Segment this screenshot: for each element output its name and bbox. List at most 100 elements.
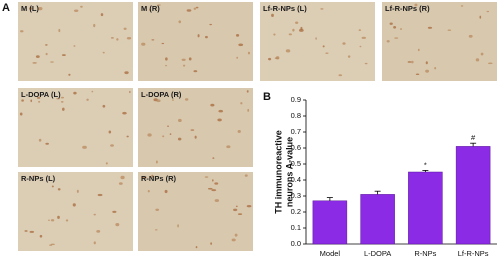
stained-cell [141, 42, 146, 46]
stained-cell [342, 42, 346, 45]
x-tick-label: L-DOPA [364, 249, 391, 258]
significance-mark: # [471, 133, 476, 142]
stained-cell [212, 179, 214, 182]
stained-cell [358, 29, 362, 32]
stained-cell [110, 144, 114, 147]
stained-cell [194, 135, 197, 139]
stained-cell [193, 70, 198, 73]
x-tick-label: Lf-R-NPs [458, 249, 489, 258]
stained-cell [400, 28, 403, 30]
stained-cell [155, 208, 160, 211]
stained-cell [237, 213, 243, 216]
micrograph [18, 2, 133, 81]
stained-cell [21, 99, 24, 102]
stained-cell [129, 91, 131, 93]
stained-cell [38, 100, 41, 103]
stained-cell [57, 215, 60, 219]
stained-cell [24, 230, 28, 232]
stained-cell [122, 111, 127, 115]
stained-cell [112, 210, 117, 213]
stained-cell [475, 58, 480, 62]
stained-cell [38, 138, 42, 142]
stained-cell [238, 43, 244, 47]
stained-cell [169, 133, 172, 135]
stained-cell [184, 98, 189, 101]
stained-cell [93, 241, 96, 245]
y-tick-label: 0.2 [291, 207, 301, 216]
stained-cell [460, 5, 464, 7]
stained-cell [486, 10, 490, 13]
image-label: L-DOPA (R) [141, 90, 182, 99]
stained-cell [68, 73, 71, 76]
stained-cell [62, 107, 65, 111]
y-tick-label: 0.9 [291, 95, 301, 104]
stained-cell [204, 176, 209, 178]
stained-cell [205, 35, 208, 39]
stained-cell [188, 57, 192, 61]
stained-cell [407, 61, 412, 63]
stained-cell [211, 189, 217, 192]
stained-cell [45, 142, 49, 145]
stained-cell [217, 118, 222, 122]
stained-cell [162, 135, 165, 138]
bar [455, 146, 491, 245]
y-tick-label: 0.4 [291, 175, 301, 184]
stained-cell [56, 97, 60, 100]
bar [312, 200, 348, 245]
stained-cell [73, 91, 77, 95]
stained-cell [50, 61, 54, 63]
stained-cell [425, 61, 428, 65]
image-label: R-NPs (R) [141, 174, 177, 183]
stained-cell [105, 162, 108, 165]
stained-cell [207, 187, 213, 190]
stained-cell [164, 64, 168, 67]
stained-cell [394, 37, 399, 39]
stained-cell [247, 51, 251, 55]
stained-cell [315, 37, 317, 40]
stained-cell [96, 229, 101, 233]
y-tick-label: 0.6 [291, 143, 301, 152]
stained-cell [147, 190, 150, 193]
y-tick-label: 0.7 [291, 127, 301, 136]
stained-cell [295, 21, 299, 24]
stained-cell [47, 219, 51, 221]
stained-cell [157, 4, 161, 6]
stained-cell [72, 203, 76, 207]
stained-cell [186, 9, 192, 12]
stained-cell [93, 23, 96, 28]
stained-cell [386, 40, 390, 43]
stained-cell [209, 23, 213, 26]
bar-chart: 0.0 0.1 0.2 0.3 0.4 0.5 0.6 0.7 0.8 0.9 TH immunor… [273, 95, 497, 258]
x-tick-label: Model [320, 249, 341, 258]
stained-cell [126, 135, 129, 138]
stained-cell [361, 36, 366, 39]
micrograph [18, 88, 133, 167]
stained-cell [20, 30, 24, 33]
y-tick-label: 0.3 [291, 191, 301, 200]
stained-cell [142, 176, 147, 179]
stained-cell [292, 28, 295, 32]
stained-cell [161, 42, 165, 45]
stained-cell [488, 62, 493, 65]
stained-cell [275, 56, 280, 60]
stained-cell [177, 137, 182, 141]
stained-cell [120, 175, 125, 180]
stained-cell [167, 125, 169, 127]
stained-cell [151, 39, 155, 41]
stained-cell [86, 98, 89, 101]
stained-cell [29, 7, 33, 10]
stained-cell [181, 58, 186, 61]
stained-cell [246, 90, 249, 93]
stained-cell [57, 188, 61, 191]
stained-cell [35, 55, 40, 58]
stained-cell [425, 69, 430, 73]
stained-cell [39, 234, 43, 238]
stained-cell [178, 118, 182, 123]
stained-cell [183, 64, 186, 67]
stained-cell [171, 99, 174, 101]
stained-cell [195, 246, 198, 249]
stained-cell [102, 51, 105, 54]
stained-cell [118, 182, 123, 185]
stained-cell [268, 57, 272, 61]
